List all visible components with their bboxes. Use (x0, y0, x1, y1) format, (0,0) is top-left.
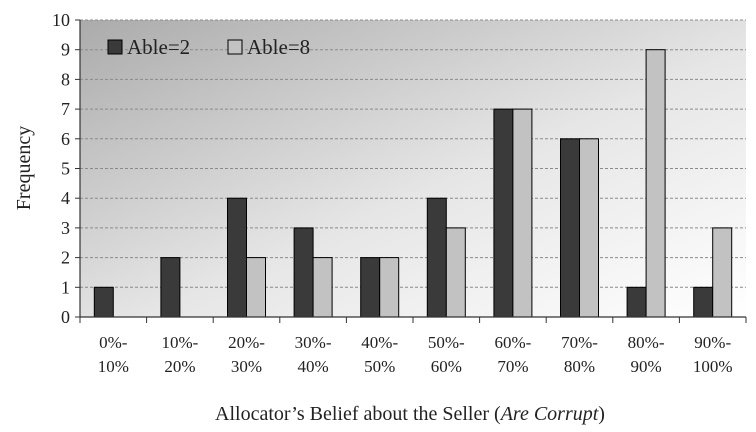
x-tick-label: 20%- 30% (228, 333, 265, 376)
bar-able-2 (293, 227, 314, 318)
x-tick-label-line: 10%- (161, 333, 198, 352)
x-tick-label: 50%- 60% (428, 333, 465, 376)
bar-able-8 (445, 227, 466, 318)
x-tick-label-line: 100% (693, 357, 733, 376)
x-tick-label: 40%- 50% (361, 333, 398, 376)
x-tick-label-line: 60% (431, 357, 462, 376)
x-axis-title-italic: Are Corrupt (499, 403, 599, 425)
axes (75, 19, 747, 323)
x-tick-label: 30%- 40% (295, 333, 332, 376)
x-tick-label-line: 80% (564, 357, 595, 376)
x-tick-label-line: 90%- (694, 333, 731, 352)
x-tick-label: 10%- 20% (161, 333, 198, 376)
x-axis-title-main: Allocator’s Belief about the Seller ( (215, 403, 501, 425)
x-tick-label-line: 60%- (494, 333, 531, 352)
x-tick-label: 60%- 70% (494, 333, 531, 376)
y-tick-label: 10 (52, 10, 70, 30)
x-tick-label-line: 50% (364, 357, 395, 376)
x-tick-label-line: 70%- (561, 333, 598, 352)
x-tick-label-line: 10% (98, 357, 129, 376)
bar-able-2 (227, 197, 247, 318)
legend: Able=2 Able=8 (107, 35, 310, 59)
y-tick-label: 3 (61, 218, 70, 238)
y-tick-label: 2 (61, 248, 70, 268)
y-tick-label: 8 (61, 69, 70, 89)
x-axis-title-end: ) (598, 403, 605, 425)
x-tick-label-line: 80%- (628, 333, 665, 352)
y-tick-label: 6 (61, 129, 70, 149)
x-tick-label-line: 70% (497, 357, 528, 376)
bar-able-2 (426, 197, 447, 318)
bar-able-8 (246, 257, 266, 318)
x-tick-label: 80%- 90% (628, 333, 665, 376)
y-tick-label: 1 (61, 277, 70, 297)
bar-able-2 (493, 108, 514, 318)
bar-able-8 (579, 138, 599, 318)
bar-able-2 (693, 286, 714, 318)
bar-able-8 (645, 49, 666, 318)
bar-able-8 (379, 257, 400, 318)
legend-label: Able=2 (127, 35, 190, 59)
x-tick-label-line: 50%- (428, 333, 465, 352)
bar-able-8 (512, 108, 533, 318)
y-tick-label: 5 (61, 159, 70, 179)
y-tick-label: 4 (61, 188, 70, 208)
x-tick-label: 0%-10% (98, 333, 129, 376)
bar-able-2 (626, 286, 647, 318)
y-axis-title: Frequency (13, 126, 35, 210)
x-tick-label-line: 30% (231, 357, 262, 376)
x-tick-label-line: 30%- (295, 333, 332, 352)
y-tick-label: 9 (61, 40, 70, 60)
x-tick-label-line: 40% (298, 357, 329, 376)
x-tick-label-line: 40%- (361, 333, 398, 352)
x-tick-label-line: 20% (164, 357, 195, 376)
bar-able-2 (360, 257, 381, 318)
bar-able-2 (160, 257, 181, 318)
legend-label: Able=8 (247, 35, 310, 59)
x-tick-label-line: 90% (631, 357, 662, 376)
bar-able-8 (712, 227, 733, 318)
legend-swatch (107, 39, 123, 55)
bar-able-8 (312, 257, 333, 318)
legend-swatch (227, 39, 243, 55)
bar-able-2 (93, 286, 114, 318)
y-tick-label: 7 (61, 99, 70, 119)
x-tick-label: 70%- 80% (561, 333, 598, 376)
y-tick-label: 0 (61, 307, 70, 327)
x-tick-label-line: 20%- (228, 333, 265, 352)
x-tick-label-line: 0%- (99, 333, 128, 352)
x-axis-title: Allocator’s Belief about the Seller (Are… (215, 403, 605, 425)
bars (93, 49, 733, 318)
x-tick-label: 90%- 100% (693, 333, 733, 376)
bar-able-2 (560, 138, 580, 318)
gridlines (80, 19, 746, 288)
x-tick-labels: 0%-10%10%-20%20%-30%30%-40%40%-50%50%-60… (98, 333, 733, 376)
y-tick-labels: 0 1 2 3 4 5 6 7 8 9 10 (52, 10, 70, 327)
